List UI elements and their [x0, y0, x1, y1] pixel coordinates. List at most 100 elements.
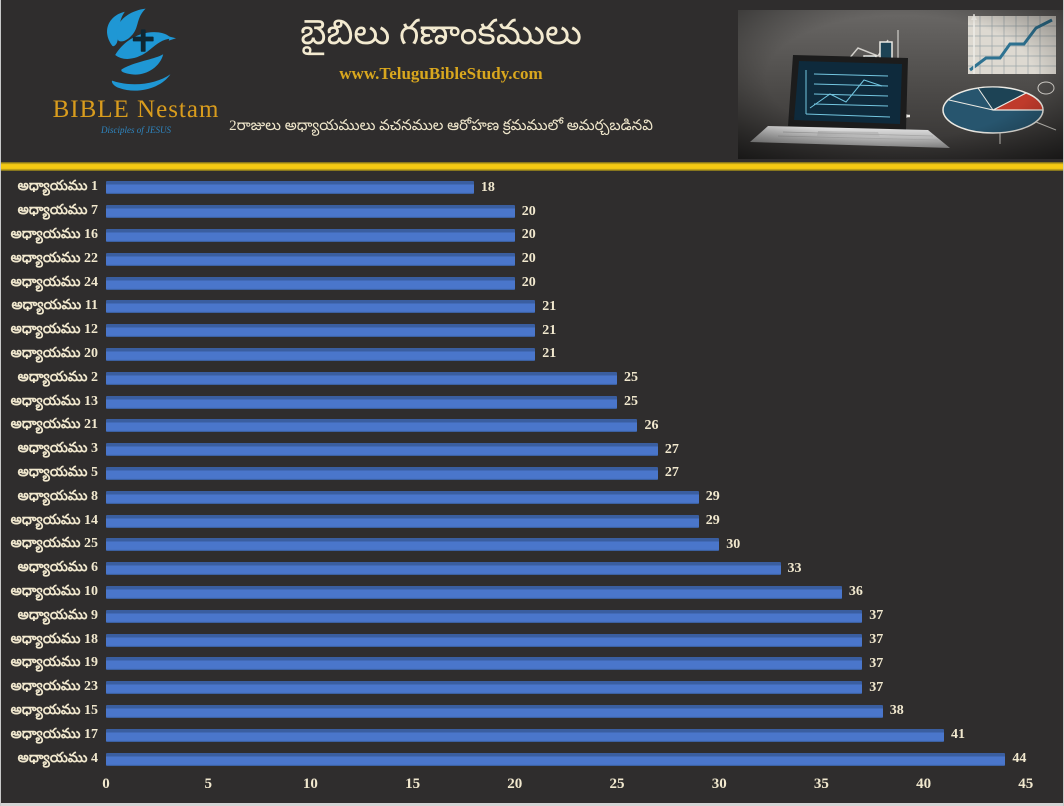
chart-row: అధ్యాయము 8 29 — [1, 485, 1063, 509]
chart-row: అధ్యాయము 6 33 — [1, 557, 1063, 581]
category-label: అధ్యాయము 1 — [17, 179, 98, 195]
bar — [106, 585, 842, 599]
bar-chart: అధ్యాయము 1 18 అధ్యాయము 7 20 అధ్యాయము 16 20 అధ్… — [1, 176, 1063, 771]
bar — [106, 181, 474, 195]
x-tick-label: 30 — [711, 776, 727, 792]
value-label: 18 — [480, 179, 495, 195]
chart-row: అధ్యాయము 7 20 — [1, 200, 1063, 224]
value-label: 37 — [869, 608, 884, 624]
bar — [106, 347, 536, 361]
x-tick-label: 40 — [916, 776, 932, 792]
chart-row: అధ్యాయము 2 25 — [1, 366, 1063, 390]
bar — [106, 324, 536, 338]
x-tick-label: 10 — [302, 776, 318, 792]
bar — [106, 562, 781, 576]
logo-tagline: Disciples of JESUS — [101, 124, 171, 135]
x-tick-label: 0 — [102, 776, 110, 792]
value-label: 26 — [644, 417, 659, 433]
website-link[interactable]: www.TeluguBibleStudy.com — [339, 64, 543, 83]
x-tick-label: 15 — [405, 776, 421, 792]
chart-row: అధ్యాయము 1 18 — [1, 176, 1063, 200]
value-label: 21 — [542, 322, 557, 338]
chart-row: అధ్యాయము 23 37 — [1, 676, 1063, 700]
category-label: అధ్యాయము 18 — [10, 631, 98, 647]
chart-row: అధ్యాయము 5 27 — [1, 462, 1063, 486]
category-label: అధ్యాయము 5 — [17, 464, 98, 480]
category-label: అధ్యాయము 24 — [10, 274, 98, 290]
window-bottom-border — [1, 803, 1063, 806]
bar — [106, 228, 515, 242]
x-tick-label: 25 — [609, 776, 625, 792]
category-label: అధ్యాయము 23 — [10, 679, 98, 695]
x-tick-label: 45 — [1018, 776, 1034, 792]
category-label: అధ్యాయము 12 — [10, 322, 98, 338]
value-label: 29 — [705, 489, 720, 505]
category-label: అధ్యాయము 19 — [10, 655, 98, 671]
page-title: బైబిలు గణాంకములు — [300, 13, 582, 52]
chart-row: అధ్యాయము 9 37 — [1, 604, 1063, 628]
chart-row: అధ్యాయము 17 41 — [1, 723, 1063, 747]
divider-line — [1, 162, 1063, 171]
value-label: 30 — [726, 536, 741, 552]
category-label: అధ్యాయము 8 — [17, 488, 98, 504]
bar — [106, 514, 699, 528]
value-label: 21 — [542, 346, 557, 362]
bar — [106, 466, 658, 480]
bar — [106, 300, 536, 314]
chart-subtitle: 2రాజులు అధ్యాయములు వచనముల ఆరోహణ క్రమములో… — [229, 118, 653, 134]
chart-row: అధ్యాయము 18 37 — [1, 628, 1063, 652]
x-tick-label: 35 — [813, 776, 829, 792]
x-axis: 0 5 10 15 20 25 30 35 40 45 — [1, 774, 1063, 800]
bar — [106, 395, 617, 409]
bar — [106, 443, 658, 457]
value-label: 21 — [542, 298, 557, 314]
x-tick-label: 20 — [507, 776, 523, 792]
chart-row: అధ్యాయము 11 21 — [1, 295, 1063, 319]
value-label: 33 — [787, 560, 802, 576]
logo: BIBLE Nestam Disciples of JESUS — [29, 6, 243, 135]
x-tick-label: 5 — [204, 776, 212, 792]
chart-row: అధ్యాయము 13 25 — [1, 390, 1063, 414]
value-label: 29 — [705, 513, 720, 529]
bar — [106, 657, 863, 671]
chart-row: అధ్యాయము 20 21 — [1, 343, 1063, 367]
category-label: అధ్యాయము 4 — [17, 750, 98, 766]
value-label: 38 — [889, 703, 904, 719]
value-label: 20 — [521, 227, 536, 243]
bar — [106, 419, 638, 433]
logo-name: BIBLE Nestam — [52, 96, 220, 123]
dove-cross-logo-icon — [107, 8, 176, 91]
value-label: 36 — [848, 584, 863, 600]
value-label: 41 — [951, 727, 966, 743]
bar — [106, 752, 1006, 766]
bar — [106, 704, 883, 718]
category-label: అధ్యాయము 6 — [17, 560, 98, 576]
category-label: అధ్యాయము 7 — [17, 203, 98, 219]
value-label: 20 — [521, 203, 536, 219]
category-label: అధ్యాయము 17 — [10, 726, 98, 742]
category-label: అధ్యాయము 13 — [10, 393, 98, 409]
category-label: అధ్యాయము 20 — [10, 345, 98, 361]
value-label: 37 — [869, 632, 884, 648]
category-label: అధ్యాయము 22 — [10, 250, 98, 266]
chart-row: అధ్యాయము 12 21 — [1, 319, 1063, 343]
chart-row: అధ్యాయము 19 37 — [1, 652, 1063, 676]
chart-row: అధ్యాయము 25 30 — [1, 533, 1063, 557]
bar — [106, 681, 863, 695]
chart-row: అధ్యాయము 15 38 — [1, 700, 1063, 724]
category-label: అధ్యాయము 2 — [17, 369, 98, 385]
chart-row: అధ్యాయము 10 36 — [1, 581, 1063, 605]
chart-row: అధ్యాయము 3 27 — [1, 438, 1063, 462]
bar — [106, 609, 863, 623]
bar — [106, 490, 699, 504]
category-label: అధ్యాయము 16 — [10, 226, 98, 242]
value-label: 44 — [1012, 751, 1027, 767]
category-label: అధ్యాయము 3 — [17, 441, 98, 457]
bar — [106, 633, 863, 647]
value-label: 27 — [664, 465, 679, 481]
chart-row: అధ్యాయము 14 29 — [1, 509, 1063, 533]
category-label: అధ్యాయము 25 — [10, 536, 98, 552]
value-label: 25 — [624, 370, 638, 386]
value-label: 25 — [624, 394, 638, 410]
